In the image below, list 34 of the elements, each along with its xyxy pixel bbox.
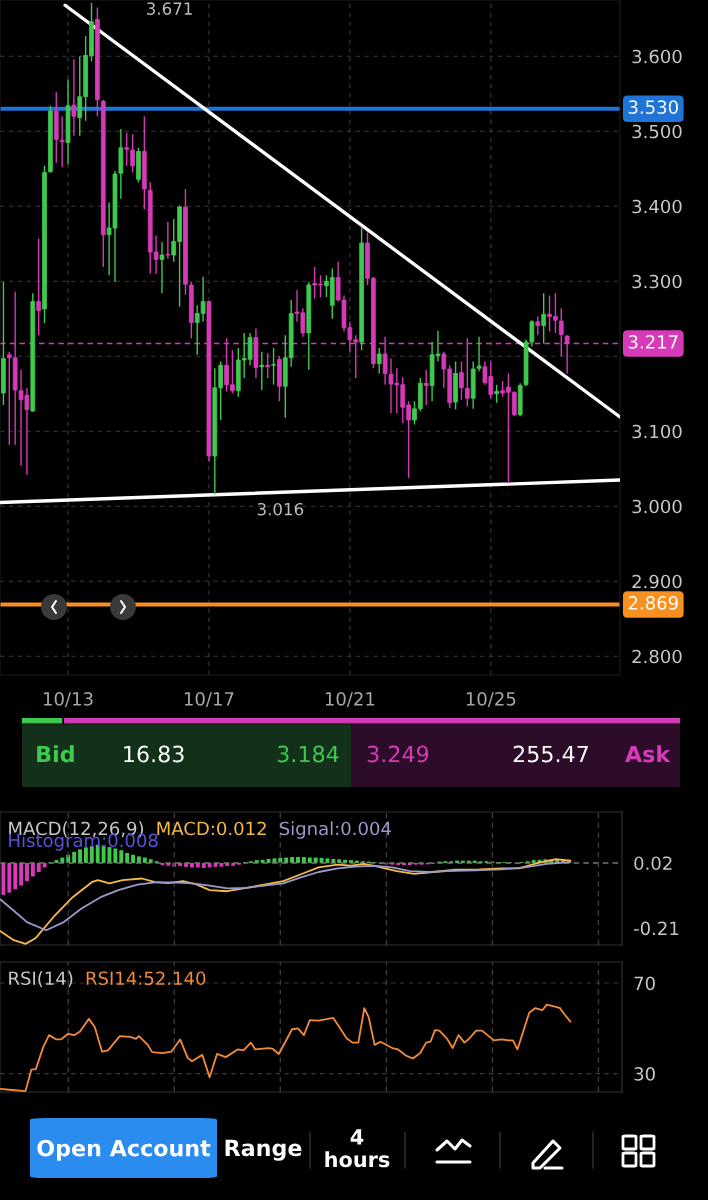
y-tick-label: 30 xyxy=(634,1067,655,1081)
y-tick-label: -0.21 xyxy=(633,921,679,936)
y-tick-label: 70 xyxy=(634,976,655,991)
text: 3.249 xyxy=(367,745,429,763)
y-tick-label: 3.300 xyxy=(632,274,682,289)
text: 3.184 xyxy=(277,745,339,763)
y-tick-label: 3.100 xyxy=(632,424,682,439)
x-tick-label: 10/25 xyxy=(466,691,516,708)
chart-title: RSI(14) xyxy=(9,971,73,988)
y-tick-label: 2.900 xyxy=(632,574,682,589)
y-tick-label: 2.800 xyxy=(632,649,682,664)
ref-line-label: 3.217 xyxy=(628,335,678,349)
series-label: Signal:0.004 xyxy=(279,821,391,839)
y-tick-label: 3.400 xyxy=(632,199,682,214)
text: MACD:0.012 xyxy=(157,821,266,836)
text: Range xyxy=(225,1139,302,1161)
annotation: 3.671 xyxy=(146,2,192,15)
text: Ask xyxy=(625,745,671,763)
text: Open Account xyxy=(37,1139,211,1161)
ref-line-label: 3.530 xyxy=(628,100,678,114)
x-tick-label: 10/13 xyxy=(43,691,93,708)
text: 4 hours xyxy=(325,1129,390,1168)
series-label: RSI14:52.140 xyxy=(86,971,206,986)
x-tick-label: 10/21 xyxy=(325,691,375,708)
y-tick-label: 0.02 xyxy=(634,856,672,871)
x-tick-label: 10/17 xyxy=(184,691,234,708)
text: 16.83 xyxy=(124,745,184,763)
ref-line-label: 2.869 xyxy=(628,596,678,610)
text: Bid xyxy=(37,745,74,763)
y-tick-label: 3.500 xyxy=(632,124,682,139)
text: 255.47 xyxy=(513,745,588,763)
y-tick-label: 3.000 xyxy=(632,499,682,514)
annotation: 3.016 xyxy=(257,502,304,516)
y-tick-label: 3.600 xyxy=(632,49,682,64)
